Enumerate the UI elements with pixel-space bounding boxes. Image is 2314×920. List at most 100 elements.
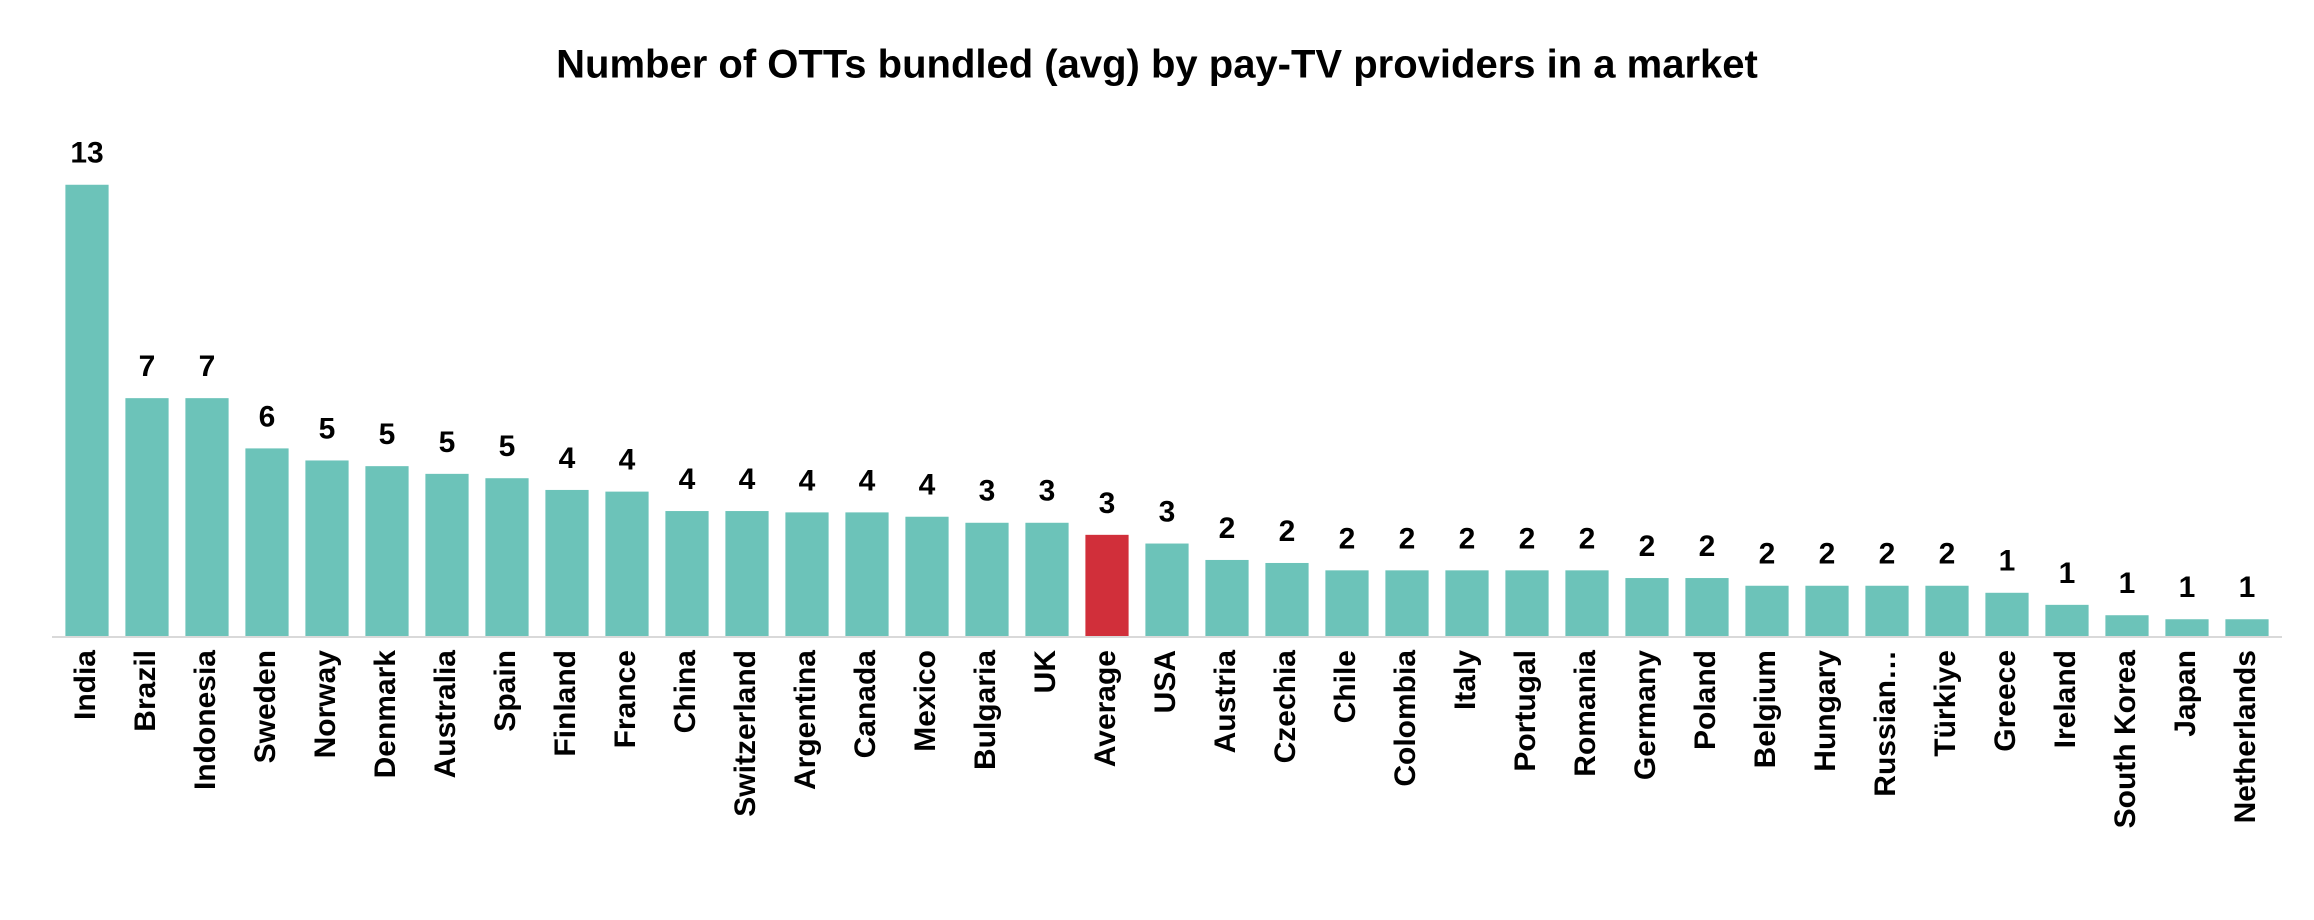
bar: [1205, 559, 1249, 636]
x-tick-label: Brazil: [129, 650, 162, 732]
x-tick-label: Norway: [309, 650, 342, 759]
x-tick-label: Germany: [1629, 650, 1662, 780]
value-label: 4: [619, 444, 636, 477]
x-tick-label: Japan: [2169, 650, 2202, 737]
value-label: 7: [139, 350, 156, 383]
x-tick-label: Türkiye: [1929, 650, 1962, 757]
value-label: 5: [499, 430, 516, 463]
bar: [245, 448, 289, 636]
x-tick-label: Belgium: [1749, 650, 1782, 768]
bar: [1385, 570, 1429, 636]
x-tick-label: Denmark: [369, 650, 402, 779]
value-label: 1: [2119, 567, 2136, 600]
bar: [1145, 543, 1189, 636]
bar: [665, 511, 709, 636]
value-label: 2: [1939, 538, 1956, 571]
bar: [1625, 578, 1669, 636]
x-tick-label: Romania: [1569, 650, 1602, 777]
bar: [1085, 534, 1129, 636]
value-label: 5: [439, 426, 456, 459]
value-label: 4: [679, 463, 696, 496]
x-tick-label: Average: [1089, 650, 1122, 767]
value-label: 3: [1039, 475, 1056, 508]
bar: [785, 512, 829, 636]
value-label: 7: [199, 350, 216, 383]
bar: [185, 398, 229, 636]
bar: [485, 478, 529, 636]
bar: [605, 491, 649, 636]
value-label: 2: [1219, 512, 1236, 545]
x-tick-label: Finland: [549, 650, 582, 757]
bar: [905, 516, 949, 636]
x-tick-label: USA: [1149, 650, 1182, 713]
bar: [965, 522, 1009, 636]
x-tick-label: Greece: [1989, 650, 2022, 752]
bar: [1925, 585, 1969, 636]
x-tick-label: Argentina: [789, 650, 822, 790]
value-label: 2: [1519, 522, 1536, 555]
value-label: 4: [859, 464, 876, 497]
value-label: 4: [559, 442, 576, 475]
value-label: 2: [1579, 522, 1596, 555]
x-tick-label: Hungary: [1809, 650, 1842, 772]
value-label: 5: [319, 412, 336, 445]
value-label: 2: [1339, 522, 1356, 555]
bar: [2165, 619, 2209, 636]
x-tick-label: Switzerland: [729, 650, 762, 817]
bar: [1565, 570, 1609, 636]
x-tick-label: Italy: [1449, 650, 1482, 710]
value-label: 3: [979, 475, 996, 508]
bar: [305, 460, 349, 636]
x-tick-label: France: [609, 650, 642, 748]
value-label: 3: [1099, 487, 1116, 520]
x-tick-label: Poland: [1689, 650, 1722, 750]
x-tick-label: UK: [1029, 650, 1062, 694]
value-label: 5: [379, 418, 396, 451]
bar: [1325, 570, 1369, 636]
bar: [2225, 619, 2269, 636]
value-label: 4: [739, 463, 756, 496]
x-tick-label: Russian…: [1869, 650, 1902, 797]
bar: [2105, 615, 2149, 636]
bar: [1505, 570, 1549, 636]
bar: [365, 466, 409, 636]
bar: [1865, 585, 1909, 636]
x-tick-label: Australia: [429, 650, 462, 779]
value-label: 2: [1699, 530, 1716, 563]
value-label: 6: [259, 400, 276, 433]
bar: [1445, 570, 1489, 636]
value-label: 2: [1759, 538, 1776, 571]
bar: [725, 511, 769, 636]
value-label: 2: [1639, 530, 1656, 563]
x-tick-label: Ireland: [2049, 650, 2082, 748]
x-tick-label: Sweden: [249, 650, 282, 763]
value-label: 2: [1399, 522, 1416, 555]
value-label: 3: [1159, 495, 1176, 528]
value-label: 2: [1459, 522, 1476, 555]
value-label: 1: [1999, 545, 2016, 578]
bar: [425, 473, 469, 636]
x-tick-label: Indonesia: [189, 650, 222, 790]
bar: [1685, 578, 1729, 636]
bar: [65, 184, 109, 636]
x-tick-label: Colombia: [1389, 650, 1422, 787]
value-label: 1: [2239, 571, 2256, 604]
value-label: 4: [919, 469, 936, 502]
bar: [1745, 585, 1789, 636]
value-label: 13: [70, 137, 103, 170]
bar: [2045, 604, 2089, 636]
bar: [1265, 562, 1309, 636]
x-tick-label: Netherlands: [2229, 650, 2262, 823]
x-tick-label: Czechia: [1269, 650, 1302, 764]
x-tick-label: Mexico: [909, 650, 942, 752]
chart-title: Number of OTTs bundled (avg) by pay-TV p…: [556, 43, 1758, 87]
value-label: 1: [2059, 557, 2076, 590]
value-label: 4: [799, 464, 816, 497]
bar: [1025, 522, 1069, 636]
bar: [545, 489, 589, 636]
value-label: 1: [2179, 571, 2196, 604]
value-label: 2: [1879, 538, 1896, 571]
x-tick-label: Portugal: [1509, 650, 1542, 772]
x-tick-label: Austria: [1209, 650, 1242, 754]
